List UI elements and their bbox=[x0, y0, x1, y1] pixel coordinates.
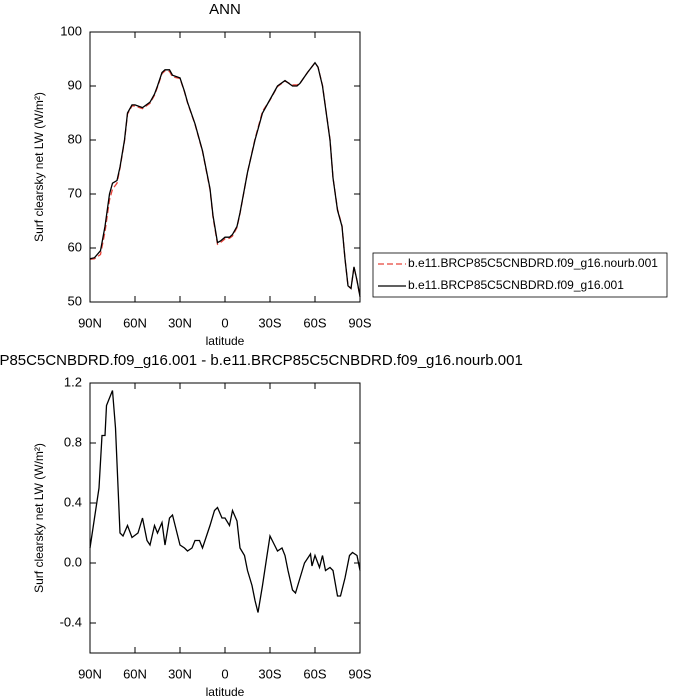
data-line bbox=[89, 61, 361, 297]
x-tick-label: 0 bbox=[221, 666, 228, 681]
x-tick-label: 90S bbox=[348, 315, 371, 330]
x-tick-label: 0 bbox=[221, 315, 228, 330]
x-axis-label: latitude bbox=[206, 685, 245, 699]
x-tick-label: 30S bbox=[258, 315, 281, 330]
y-tick-label: -0.4 bbox=[60, 614, 82, 629]
chart-title: ANN bbox=[209, 1, 241, 18]
data-line bbox=[89, 61, 361, 297]
x-tick-label: 60N bbox=[123, 315, 147, 330]
chart-title: b.e11.BRCP85C5CNBDRD.f09_g16.001 - b.e11… bbox=[0, 352, 523, 369]
y-axis-label: Surf clearsky net LW (W/m²) bbox=[32, 443, 46, 593]
y-tick-label: 50 bbox=[68, 293, 82, 308]
legend-box bbox=[372, 252, 668, 298]
x-tick-label: 90N bbox=[78, 666, 102, 681]
y-tick-label: 0.4 bbox=[64, 494, 82, 509]
y-tick-label: 0.0 bbox=[64, 554, 82, 569]
y-axis-label: Surf clearsky net LW (W/m²) bbox=[32, 92, 46, 242]
x-tick-label: 60S bbox=[303, 315, 326, 330]
y-tick-label: 0.8 bbox=[64, 434, 82, 449]
y-tick-label: 90 bbox=[68, 77, 82, 92]
y-tick-label: 70 bbox=[68, 185, 82, 200]
legend-label: b.e11.BRCP85C5CNBDRD.f09_g16.nourb.001 bbox=[408, 256, 658, 270]
plot-frame bbox=[89, 382, 361, 654]
y-tick-label: 1.2 bbox=[64, 374, 82, 389]
data-line bbox=[89, 390, 361, 613]
x-axis-label: latitude bbox=[206, 334, 245, 348]
x-tick-label: 90N bbox=[78, 315, 102, 330]
y-tick-label: 80 bbox=[68, 131, 82, 146]
x-tick-label: 60S bbox=[303, 666, 326, 681]
plot-frame bbox=[89, 31, 361, 303]
legend-label: b.e11.BRCP85C5CNBDRD.f09_g16.001 bbox=[408, 278, 624, 292]
x-tick-label: 90S bbox=[348, 666, 371, 681]
x-tick-label: 30S bbox=[258, 666, 281, 681]
x-tick-label: 30N bbox=[168, 666, 192, 681]
x-tick-label: 60N bbox=[123, 666, 147, 681]
y-tick-label: 60 bbox=[68, 239, 82, 254]
x-tick-label: 30N bbox=[168, 315, 192, 330]
y-tick-label: 100 bbox=[60, 23, 82, 38]
